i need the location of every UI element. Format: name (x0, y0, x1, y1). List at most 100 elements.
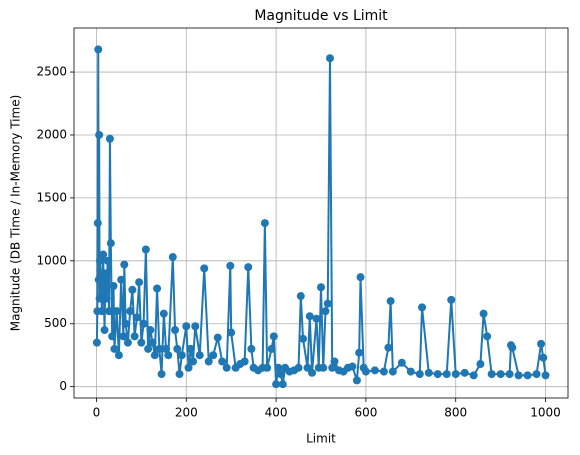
data-point (110, 344, 119, 353)
data-point (388, 367, 397, 376)
data-point (191, 322, 200, 331)
data-point (523, 371, 532, 380)
y-tick-label: 0 (59, 379, 67, 393)
data-point (370, 366, 379, 375)
data-point (433, 370, 442, 379)
data-point (269, 332, 278, 341)
data-point (278, 380, 287, 389)
data-point (182, 322, 191, 331)
data-point (164, 351, 173, 360)
data-point (157, 370, 166, 379)
x-tick-label: 200 (175, 406, 198, 420)
data-point (460, 368, 469, 377)
data-point (148, 338, 157, 347)
data-point (272, 380, 281, 389)
data-point (109, 281, 118, 290)
data-point (97, 307, 106, 316)
data-point (352, 376, 361, 385)
data-point (128, 285, 137, 294)
x-axis-label: Limit (306, 432, 336, 446)
data-point (496, 370, 505, 379)
data-point (330, 357, 339, 366)
x-tick-label: 800 (444, 406, 467, 420)
data-point (348, 362, 357, 371)
data-point (505, 370, 514, 379)
data-point (274, 363, 283, 372)
data-point (541, 371, 550, 380)
data-point (153, 284, 162, 293)
data-point (168, 253, 177, 262)
data-point (150, 351, 159, 360)
data-point (514, 371, 523, 380)
data-point (487, 370, 496, 379)
data-point (227, 328, 236, 337)
data-point (267, 344, 276, 353)
data-point (299, 334, 308, 343)
data-point (135, 278, 144, 287)
data-point (479, 309, 488, 318)
y-tick-label: 2500 (36, 65, 67, 79)
data-point (94, 275, 103, 284)
y-tick-label: 1500 (36, 190, 67, 204)
data-line (95, 49, 547, 385)
data-point (146, 326, 155, 335)
data-point (247, 344, 256, 353)
data-point (361, 367, 370, 376)
x-tick-label: 400 (265, 406, 288, 420)
data-point (102, 294, 111, 303)
data-point (312, 314, 321, 323)
data-point (451, 370, 460, 379)
data-point (112, 307, 121, 316)
data-point (447, 295, 456, 304)
data-point (532, 370, 541, 379)
data-point (105, 307, 114, 316)
data-point (260, 219, 269, 228)
data-point (175, 370, 184, 379)
data-point (132, 313, 141, 322)
data-point (319, 363, 328, 372)
data-point (139, 319, 148, 328)
x-tick-label: 0 (93, 406, 101, 420)
y-tick-label: 1000 (36, 253, 67, 267)
data-point (328, 363, 337, 372)
data-point (120, 260, 129, 269)
data-point (171, 326, 180, 335)
data-point (92, 338, 101, 347)
data-point (162, 344, 171, 353)
data-point (209, 351, 218, 360)
data-point (321, 307, 330, 316)
data-point (424, 368, 433, 377)
data-point (141, 245, 150, 254)
data-point (483, 332, 492, 341)
data-point (397, 358, 406, 367)
plot-frame (73, 27, 569, 399)
data-point (177, 351, 186, 360)
data-point (95, 294, 104, 303)
data-point (379, 367, 388, 376)
data-point (355, 348, 364, 357)
y-axis-label: Magnitude (DB Time / In-Memory Time) (9, 95, 23, 332)
data-point (305, 312, 314, 321)
data-point (95, 130, 104, 139)
data-point (296, 292, 305, 301)
data-point (106, 239, 115, 248)
data-point (137, 338, 146, 347)
data-point (144, 344, 153, 353)
data-point (442, 370, 451, 379)
data-point (119, 332, 128, 341)
data-point (384, 343, 393, 352)
data-point (325, 54, 334, 63)
data-point (294, 363, 303, 372)
data-point (96, 256, 105, 265)
data-point (226, 261, 235, 270)
data-point (189, 357, 198, 366)
data-point (121, 319, 130, 328)
data-point (101, 269, 110, 278)
x-tick-label: 600 (354, 406, 377, 420)
data-point (240, 357, 249, 366)
data-point (218, 357, 227, 366)
data-point (195, 351, 204, 360)
data-point (108, 332, 117, 341)
data-point (173, 344, 182, 353)
